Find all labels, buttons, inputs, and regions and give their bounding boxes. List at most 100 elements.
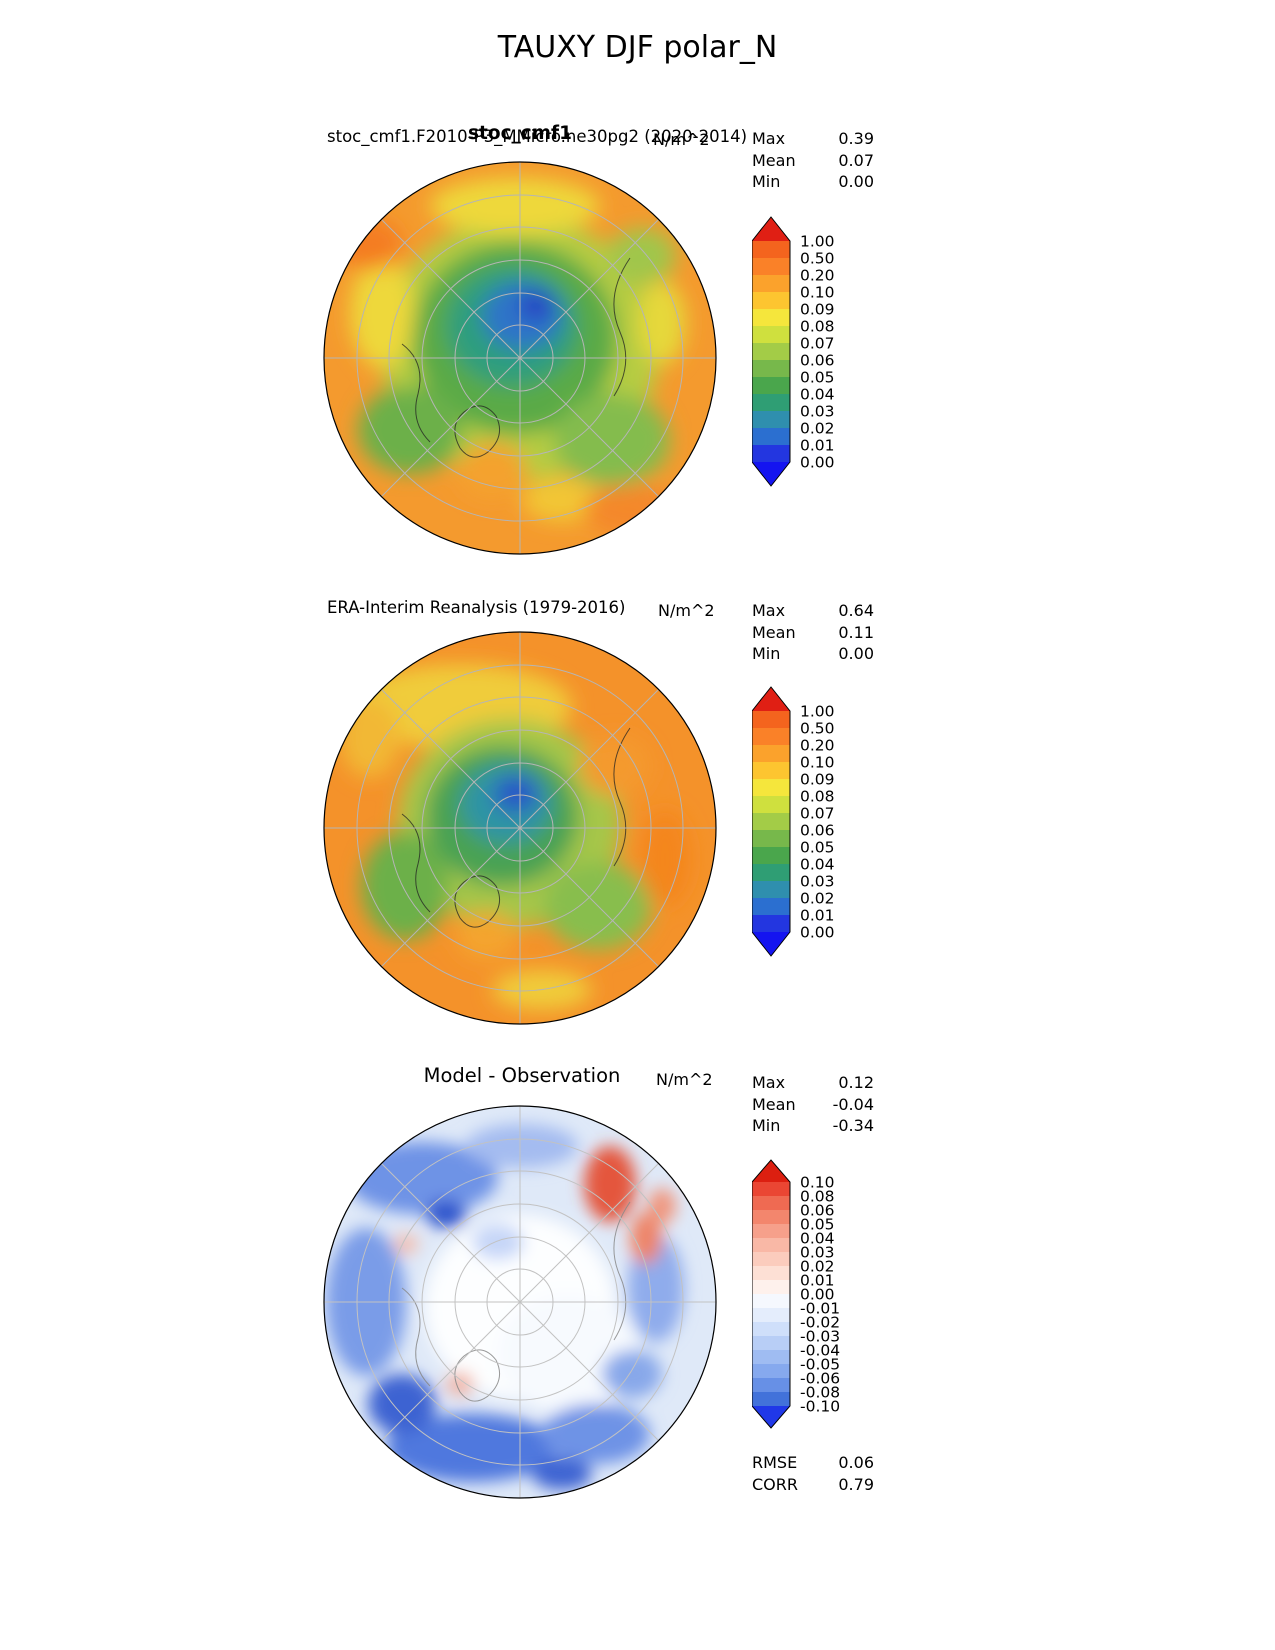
svg-text:0.05: 0.05 xyxy=(800,369,835,387)
panel1-stats: Max 0.39 Mean 0.07 Min 0.00 xyxy=(752,128,874,193)
stat-value: 0.07 xyxy=(838,150,874,170)
svg-text:0.00: 0.00 xyxy=(800,454,835,472)
stat-label: Mean xyxy=(752,150,796,170)
svg-text:0.03: 0.03 xyxy=(800,873,835,891)
svg-text:0.00: 0.00 xyxy=(800,924,835,942)
panel1-case-label: stoc_cmf1.F2010-P3_MMicro.ne30pg2 (2020-… xyxy=(327,127,748,146)
stat-value: 0.39 xyxy=(838,129,874,148)
stat-label: Mean xyxy=(752,622,796,642)
svg-text:0.02: 0.02 xyxy=(800,1258,835,1276)
svg-text:0.07: 0.07 xyxy=(800,805,835,823)
svg-text:0.08: 0.08 xyxy=(800,1188,835,1206)
rmse-row: RMSE 0.06 xyxy=(752,1452,874,1474)
svg-text:0.01: 0.01 xyxy=(800,1272,835,1290)
svg-text:0.09: 0.09 xyxy=(800,301,835,319)
svg-text:-0.05: -0.05 xyxy=(800,1356,840,1374)
colorbar-diff: 0.10 0.08 0.06 0.05 0.04 0.03 0.02 0.01 0.00 -0.0… xyxy=(751,1155,872,1437)
colorbar-svg: 1.000.500.200.100.090.080.070.060.050.04… xyxy=(751,216,835,487)
svg-text:0.04: 0.04 xyxy=(800,1230,835,1248)
stat-row: Max 0.12 xyxy=(752,1072,874,1094)
svg-text:1.00: 1.00 xyxy=(800,703,835,721)
panel2-title: ERA-Interim Reanalysis (1979-2016) xyxy=(327,598,626,617)
svg-text:0.06: 0.06 xyxy=(800,822,835,840)
stat-row: Min 0.00 xyxy=(752,643,874,665)
svg-text:-0.03: -0.03 xyxy=(800,1328,840,1346)
svg-text:0.10: 0.10 xyxy=(800,284,835,302)
stat-row: Min -0.34 xyxy=(752,1115,874,1137)
svg-text:0.20: 0.20 xyxy=(800,267,835,285)
stat-label: Min xyxy=(752,644,781,663)
svg-text:0.01: 0.01 xyxy=(800,437,835,455)
stat-value: 0.06 xyxy=(838,1453,874,1472)
svg-text:-0.08: -0.08 xyxy=(800,1384,840,1402)
panel3-title: Model - Observation xyxy=(423,1064,621,1087)
panel2-stats: Max 0.64 Mean 0.11 Min 0.00 xyxy=(752,600,874,665)
stat-label: RMSE xyxy=(752,1453,798,1472)
polar-map-model xyxy=(323,161,717,555)
stat-value: 0.12 xyxy=(838,1073,874,1092)
stat-label: Min xyxy=(752,172,781,191)
svg-text:0.06: 0.06 xyxy=(800,352,835,370)
svg-text:0.03: 0.03 xyxy=(800,403,835,421)
graticule xyxy=(324,632,716,1024)
graticule xyxy=(324,1106,716,1498)
stat-row: Max 0.39 xyxy=(752,128,874,150)
polar-map-obs xyxy=(323,631,717,1025)
stat-label: CORR xyxy=(752,1474,798,1494)
panel1-overlay-label: stoc_cmf1 xyxy=(468,123,572,144)
stat-label: Max xyxy=(752,129,786,148)
stat-value: 0.00 xyxy=(838,172,874,191)
svg-text:0.06: 0.06 xyxy=(800,1202,835,1220)
svg-text:0.02: 0.02 xyxy=(800,890,835,908)
svg-text:0.04: 0.04 xyxy=(800,386,835,404)
panel3-extra-stats: RMSE 0.06 CORR 0.79 xyxy=(752,1452,874,1495)
svg-text:0.02: 0.02 xyxy=(800,420,835,438)
polar-map-diff xyxy=(323,1105,717,1499)
svg-text:-0.02: -0.02 xyxy=(800,1314,840,1332)
panel3-stats: Max 0.12 Mean -0.04 Min -0.34 xyxy=(752,1072,874,1137)
svg-text:0.03: 0.03 xyxy=(800,1244,835,1262)
stat-label: Max xyxy=(752,601,786,620)
svg-text:0.07: 0.07 xyxy=(800,335,835,353)
stat-label: Max xyxy=(752,1073,786,1092)
svg-text:0.01: 0.01 xyxy=(800,907,835,925)
stat-row: Min 0.00 xyxy=(752,171,874,193)
svg-text:-0.06: -0.06 xyxy=(800,1370,840,1388)
stat-value: 0.64 xyxy=(838,601,874,620)
colorbar-svg: 1.000.500.200.100.090.080.070.060.050.04… xyxy=(751,686,835,957)
svg-text:0.05: 0.05 xyxy=(800,839,835,857)
stat-row: Mean -0.04 xyxy=(752,1094,874,1116)
svg-text:0.08: 0.08 xyxy=(800,318,835,336)
stat-value: 0.00 xyxy=(838,644,874,663)
stat-value: 0.79 xyxy=(838,1474,874,1494)
colorbar-model: 1.00 0.50 0.20 0.10 0.09 0.08 0.07 0.06 0.05 0.04… xyxy=(751,212,872,495)
stat-row: Mean 0.11 xyxy=(752,622,874,644)
panel1-units-label: N/m^2 xyxy=(653,130,710,149)
svg-text:0.08: 0.08 xyxy=(800,788,835,806)
graticule xyxy=(324,162,716,554)
stat-label: Min xyxy=(752,1116,781,1135)
svg-text:-0.04: -0.04 xyxy=(800,1342,840,1360)
svg-text:-0.01: -0.01 xyxy=(800,1300,840,1318)
stat-label: Mean xyxy=(752,1094,796,1114)
stat-value: 0.11 xyxy=(838,622,874,642)
colorbar-svg: 0.100.080.060.050.040.030.020.010.00-0.0… xyxy=(751,1159,840,1429)
stat-value: -0.34 xyxy=(832,1116,874,1135)
svg-text:0.10: 0.10 xyxy=(800,1174,835,1192)
svg-text:0.50: 0.50 xyxy=(800,250,835,268)
colorbar-obs: 1.00 0.50 0.20 0.10 0.09 0.08 0.07 0.06 0.05 0.04… xyxy=(751,682,872,965)
stat-value: -0.04 xyxy=(832,1094,874,1114)
svg-text:0.10: 0.10 xyxy=(800,754,835,772)
corr-row: CORR 0.79 xyxy=(752,1474,874,1496)
panel2-units-label: N/m^2 xyxy=(658,601,715,620)
svg-text:0.09: 0.09 xyxy=(800,771,835,789)
panel3-units-label: N/m^2 xyxy=(656,1070,713,1089)
svg-text:0.20: 0.20 xyxy=(800,737,835,755)
svg-text:1.00: 1.00 xyxy=(800,233,835,251)
svg-text:0.00: 0.00 xyxy=(800,1286,835,1304)
stat-row: Mean 0.07 xyxy=(752,150,874,172)
svg-text:0.05: 0.05 xyxy=(800,1216,835,1234)
svg-text:-0.10: -0.10 xyxy=(800,1398,840,1416)
stat-row: Max 0.64 xyxy=(752,600,874,622)
